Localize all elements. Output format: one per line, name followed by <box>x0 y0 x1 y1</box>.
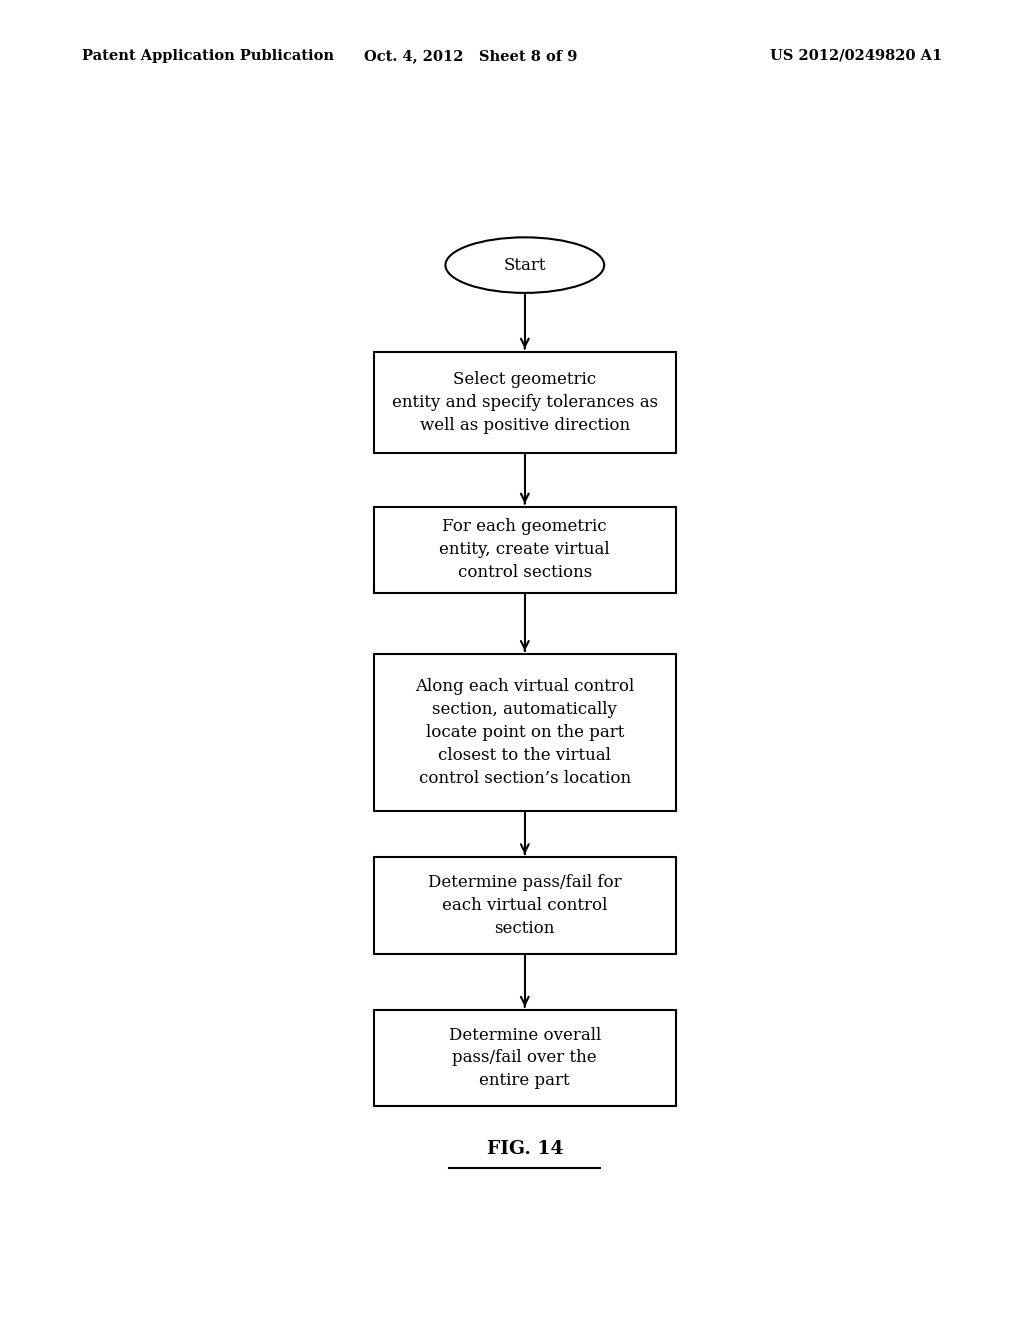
FancyBboxPatch shape <box>374 507 676 593</box>
FancyBboxPatch shape <box>374 653 676 812</box>
Text: For each geometric
entity, create virtual
control sections: For each geometric entity, create virtua… <box>439 519 610 581</box>
Text: Oct. 4, 2012   Sheet 8 of 9: Oct. 4, 2012 Sheet 8 of 9 <box>365 49 578 63</box>
Text: Select geometric
entity and specify tolerances as
well as positive direction: Select geometric entity and specify tole… <box>392 371 657 434</box>
Text: FIG. 14: FIG. 14 <box>486 1140 563 1159</box>
Text: Patent Application Publication: Patent Application Publication <box>82 49 334 63</box>
Text: Determine overall
pass/fail over the
entire part: Determine overall pass/fail over the ent… <box>449 1027 601 1089</box>
Ellipse shape <box>445 238 604 293</box>
FancyBboxPatch shape <box>374 351 676 453</box>
Text: Start: Start <box>504 256 546 273</box>
Text: Along each virtual control
section, automatically
locate point on the part
close: Along each virtual control section, auto… <box>415 678 635 787</box>
Text: US 2012/0249820 A1: US 2012/0249820 A1 <box>770 49 942 63</box>
FancyBboxPatch shape <box>374 857 676 954</box>
Text: Determine pass/fail for
each virtual control
section: Determine pass/fail for each virtual con… <box>428 874 622 937</box>
FancyBboxPatch shape <box>374 1010 676 1106</box>
